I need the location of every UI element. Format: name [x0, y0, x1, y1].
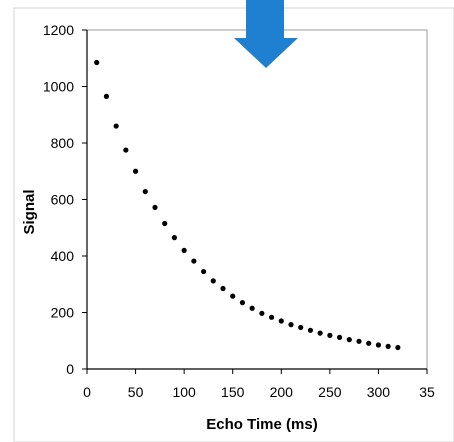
- x-tick-label: 100: [172, 384, 196, 400]
- data-point: [123, 147, 129, 153]
- data-point: [375, 342, 382, 348]
- y-tick-label: 200: [51, 305, 75, 321]
- data-point: [220, 285, 226, 292]
- x-tick-label: 35: [419, 384, 435, 400]
- down-arrow-icon: [234, 0, 298, 68]
- data-point: [366, 340, 372, 346]
- y-tick-label: 1200: [43, 22, 74, 38]
- data-point: [103, 93, 110, 99]
- data-point: [191, 258, 197, 264]
- data-point: [113, 123, 119, 129]
- data-point: [317, 330, 323, 336]
- y-axis: 0 200 400 600 800 1000 1200: [43, 22, 87, 377]
- x-tick-label: 300: [367, 384, 391, 400]
- data-point: [132, 168, 139, 174]
- y-axis-title: Signal: [21, 189, 38, 234]
- data-point: [356, 338, 362, 344]
- y-tick-label: 800: [51, 135, 75, 151]
- data-point: [259, 310, 265, 316]
- data-point: [336, 334, 343, 340]
- data-points: [94, 59, 401, 351]
- x-tick-label: 0: [83, 384, 91, 400]
- data-point: [239, 300, 246, 306]
- x-axis: 0 50 100 150 200 250 300 35: [83, 369, 435, 400]
- y-tick-label: 600: [51, 192, 75, 208]
- x-tick-label: 250: [318, 384, 342, 400]
- data-point: [200, 268, 207, 275]
- x-tick-label: 150: [221, 384, 245, 400]
- data-point: [346, 337, 352, 343]
- data-point: [298, 324, 304, 331]
- data-point: [288, 322, 294, 328]
- y-tick-label: 400: [51, 248, 75, 264]
- data-point: [162, 220, 168, 227]
- data-point: [181, 247, 187, 253]
- x-tick-label: 50: [128, 384, 144, 400]
- data-point: [171, 235, 178, 241]
- y-tick-label: 1000: [43, 79, 74, 95]
- y-tick-label: 0: [66, 361, 74, 377]
- data-point: [230, 293, 236, 299]
- data-point: [278, 318, 284, 324]
- data-point: [249, 305, 255, 311]
- data-point: [327, 332, 333, 338]
- data-point: [395, 344, 401, 351]
- data-point: [210, 278, 216, 284]
- data-point: [268, 314, 275, 320]
- data-point: [307, 327, 314, 333]
- chart-frame: [13, 7, 454, 442]
- x-tick-label: 200: [270, 384, 294, 400]
- data-point: [152, 204, 158, 211]
- data-point: [94, 59, 100, 66]
- data-point: [142, 188, 148, 195]
- data-point: [385, 343, 391, 349]
- x-axis-title: Echo Time (ms): [206, 416, 317, 433]
